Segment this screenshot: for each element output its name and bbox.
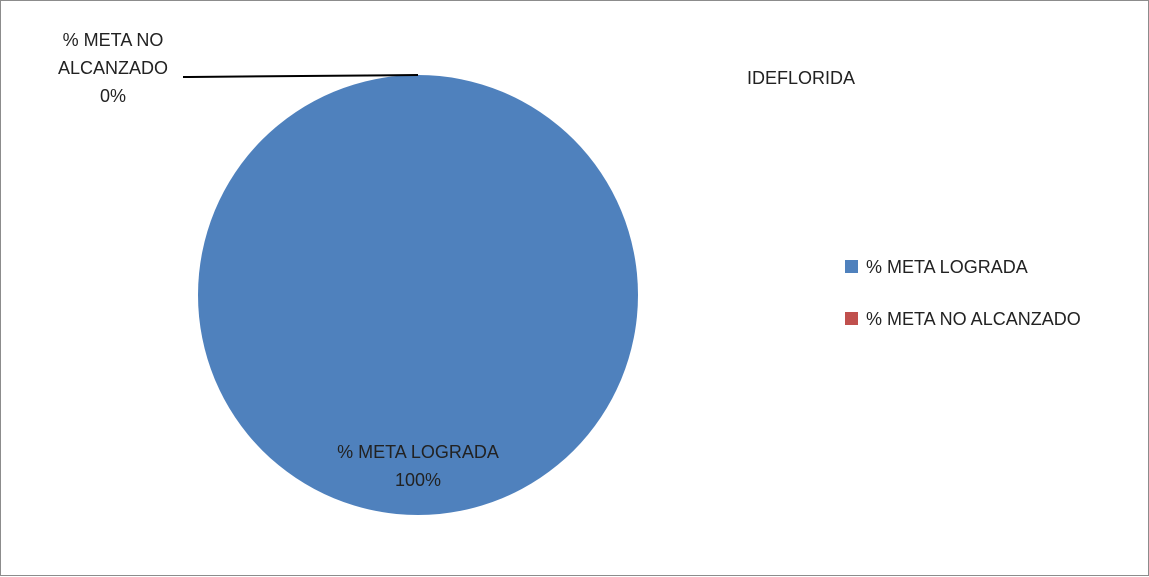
- legend-swatch-pct-meta-lograda: [845, 260, 858, 273]
- legend-swatch-pct-meta-no-alcanzado: [845, 312, 858, 325]
- data-labels: % META LOGRADA 100% % META NO ALCANZADO 0%: [58, 30, 499, 490]
- data-label-pct-meta-lograda: % META LOGRADA 100%: [337, 442, 499, 490]
- chart-title: IDEFLORIDA: [747, 68, 855, 88]
- legend-label-pct-meta-lograda: % META LOGRADA: [866, 257, 1028, 277]
- legend-item-pct-meta-no-alcanzado: % META NO ALCANZADO: [845, 309, 1081, 329]
- data-label-pct-meta-no-alcanzado: % META NO ALCANZADO 0%: [58, 30, 168, 106]
- legend-label-pct-meta-no-alcanzado: % META NO ALCANZADO: [866, 309, 1081, 329]
- pie-group: [198, 75, 638, 515]
- pie-slice-pct-meta-lograda: [198, 75, 638, 515]
- leader-line-pct-meta-no-alcanzado: [183, 74, 419, 78]
- legend: % META LOGRADA % META NO ALCANZADO: [845, 257, 1081, 329]
- legend-item-pct-meta-lograda: % META LOGRADA: [845, 257, 1028, 277]
